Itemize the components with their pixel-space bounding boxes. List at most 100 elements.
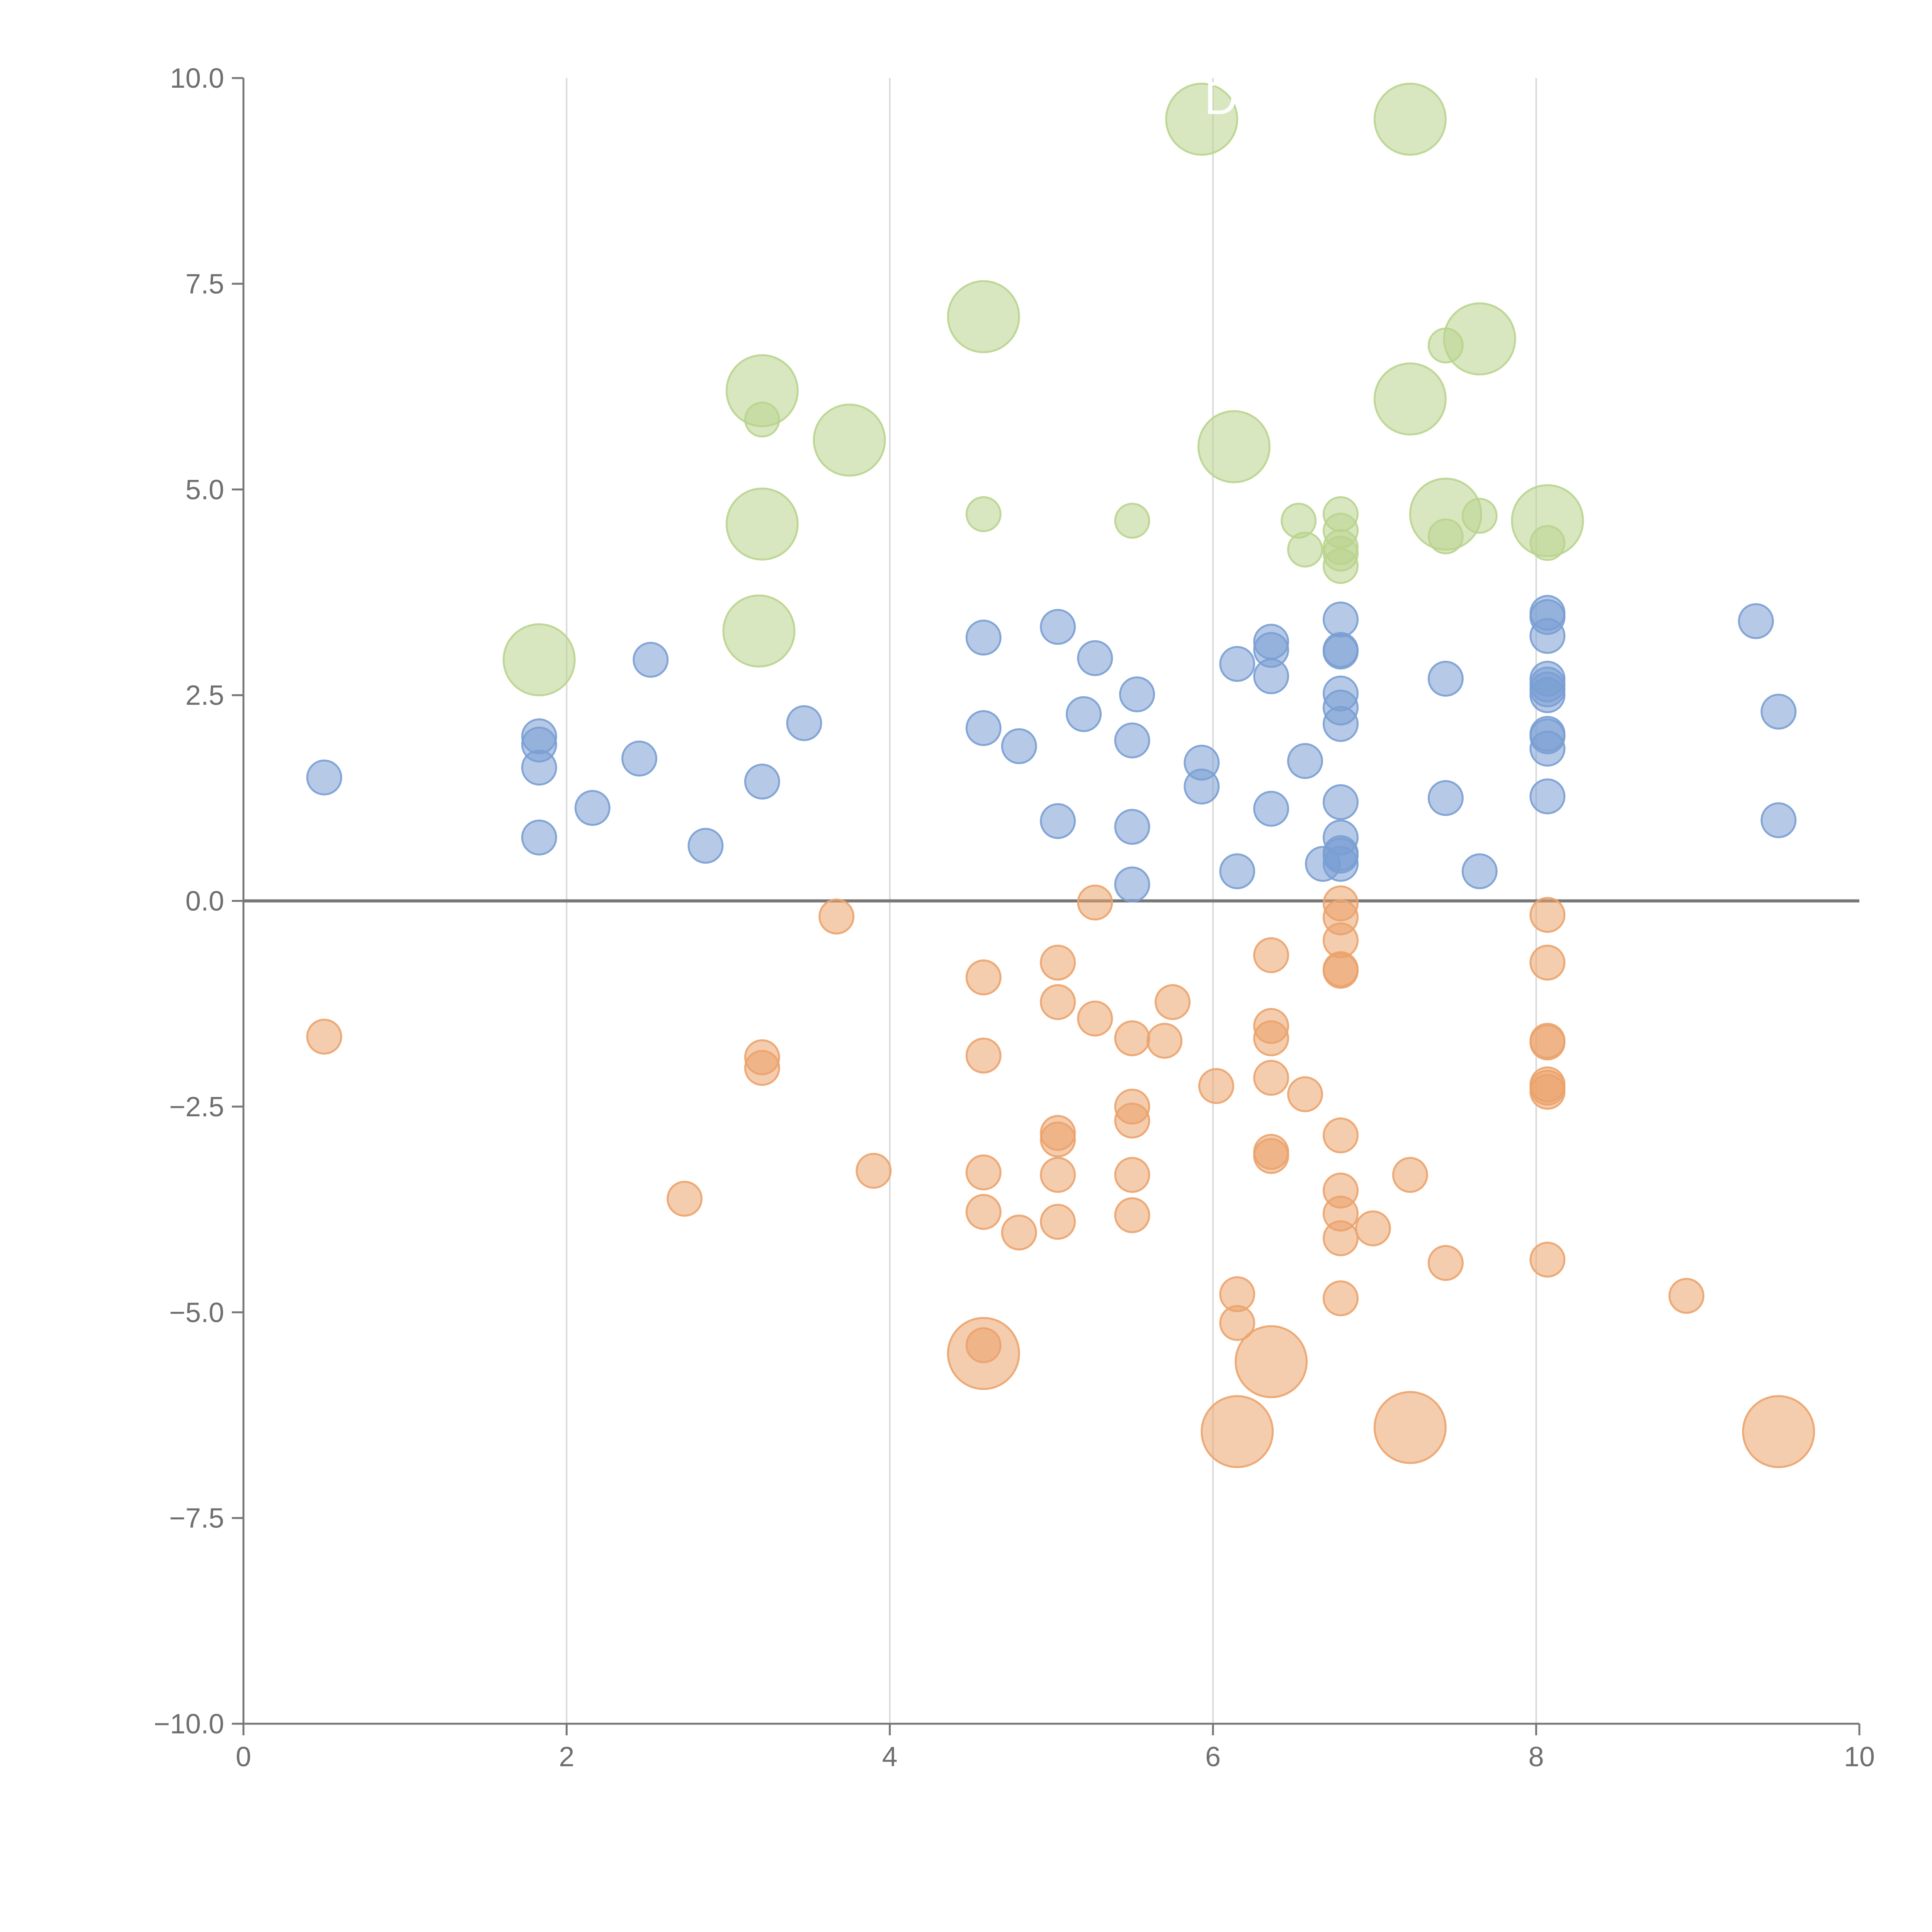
orange-point-26 [1146, 1023, 1183, 1059]
orange-point-55 [1529, 944, 1566, 981]
green-point-23 [1443, 302, 1516, 376]
annotations: D [1204, 72, 1238, 124]
x-tick-label: 10 [1844, 1742, 1875, 1772]
orange-point-14 [1040, 984, 1076, 1020]
blue-point-18 [1114, 722, 1150, 759]
orange-point-12 [1001, 1214, 1037, 1251]
blue-point-15 [1040, 803, 1076, 839]
orange-point-13 [1040, 944, 1076, 981]
orange-point-25 [1114, 1197, 1150, 1233]
blue-point-13 [1001, 728, 1037, 764]
orange-point-24 [1114, 1157, 1150, 1193]
blue-point-12 [965, 710, 1002, 746]
orange-point-63 [1742, 1395, 1815, 1468]
y-tick-label: 10.0 [170, 63, 224, 94]
blue-point-7 [633, 642, 669, 678]
green-point-17 [1323, 548, 1359, 584]
blue-point-59 [1760, 802, 1797, 838]
green-point-22 [1427, 518, 1464, 554]
blue-point-28 [1253, 658, 1289, 694]
green-point-4 [722, 594, 796, 668]
orange-point-38 [1235, 1325, 1308, 1398]
orange-point-35 [1253, 1060, 1289, 1096]
blue-point-23 [1184, 768, 1220, 804]
orange-point-5 [855, 1153, 892, 1189]
orange-point-6 [965, 959, 1002, 996]
blue-point-5 [574, 790, 611, 826]
orange-point-30 [1219, 1305, 1255, 1341]
orange-point-1 [667, 1180, 703, 1217]
blue-point-9 [744, 764, 780, 800]
orange-point-28 [1198, 1068, 1235, 1104]
orange-point-61 [1529, 1242, 1566, 1278]
orange-point-32 [1253, 937, 1289, 973]
green-point-6 [947, 280, 1020, 354]
orange-point-16 [1040, 1121, 1076, 1158]
orange-point-27 [1155, 984, 1191, 1020]
orange-point-39 [1287, 1076, 1323, 1112]
green-point-7 [965, 496, 1002, 532]
y-axis-ticks: 10.0 7.5 5.0 2.5 0.0 −2.5 −5.0 −7.5 −10.0 [154, 63, 243, 1740]
orange-point-0 [306, 1019, 342, 1055]
x-axis-ticks: 0 2 4 6 8 10 [236, 1724, 1875, 1772]
blue-point-45 [1461, 853, 1498, 889]
orange-point-60 [1529, 1074, 1566, 1110]
blue-point-14 [1040, 609, 1076, 645]
orange-point-19 [1077, 884, 1113, 921]
blue-point-55 [1529, 731, 1566, 767]
blue-point-24 [1219, 646, 1255, 682]
y-tick-label: 2.5 [185, 680, 224, 711]
blue-point-52 [1529, 677, 1566, 713]
orange-point-45 [1323, 1117, 1359, 1153]
blue-point-16 [1066, 696, 1102, 732]
green-point-3 [725, 487, 799, 561]
blue-point-57 [1738, 603, 1774, 639]
blue-point-17 [1077, 640, 1113, 676]
y-tick-label: −5.0 [169, 1297, 224, 1328]
blue-point-19 [1114, 809, 1150, 845]
orange-point-20 [1077, 1000, 1113, 1037]
orange-point-54 [1529, 897, 1566, 933]
blue-point-20 [1114, 866, 1150, 903]
green-point-9 [1165, 82, 1238, 156]
blue-point-42 [1323, 846, 1359, 882]
blue-point-11 [965, 619, 1002, 656]
x-tick-label: 4 [882, 1742, 898, 1772]
y-tick-label: 5.0 [185, 474, 224, 505]
blue-point-43 [1427, 661, 1464, 697]
orange-point-51 [1392, 1157, 1428, 1193]
orange-point-37 [1253, 1138, 1289, 1174]
orange-point-62 [1668, 1278, 1705, 1314]
orange-point-17 [1040, 1157, 1076, 1193]
blue-point-6 [621, 740, 658, 777]
orange-point-3 [744, 1050, 780, 1086]
annotation-label: D [1204, 72, 1238, 124]
blue-point-29 [1253, 791, 1289, 827]
orange-point-34 [1253, 1020, 1289, 1056]
y-tick-label: −2.5 [169, 1092, 224, 1122]
orange-point-8 [965, 1154, 1002, 1190]
green-point-26 [1529, 525, 1566, 561]
y-tick-label: 0.0 [185, 886, 224, 917]
green-point-19 [1373, 362, 1447, 436]
y-tick-label: −7.5 [169, 1503, 224, 1534]
blue-point-8 [687, 828, 724, 864]
orange-point-31 [1201, 1395, 1274, 1468]
orange-point-9 [965, 1194, 1002, 1230]
green-point-12 [1287, 531, 1323, 568]
orange-point-23 [1114, 1102, 1150, 1139]
blue-point-25 [1219, 853, 1255, 889]
orange-point-21 [1114, 1020, 1150, 1056]
orange-point-48 [1323, 1220, 1359, 1257]
orange-point-11 [947, 1317, 1020, 1390]
blue-point-0 [306, 759, 342, 796]
green-point-10 [1197, 410, 1271, 483]
x-tick-label: 0 [236, 1742, 251, 1772]
blue-point-48 [1529, 618, 1566, 654]
blue-point-3 [521, 750, 557, 786]
orange-point-50 [1355, 1210, 1391, 1247]
green-point-5 [813, 403, 886, 477]
blue-point-32 [1323, 601, 1359, 638]
green-point-24 [1461, 498, 1498, 534]
blue-point-10 [786, 705, 822, 742]
